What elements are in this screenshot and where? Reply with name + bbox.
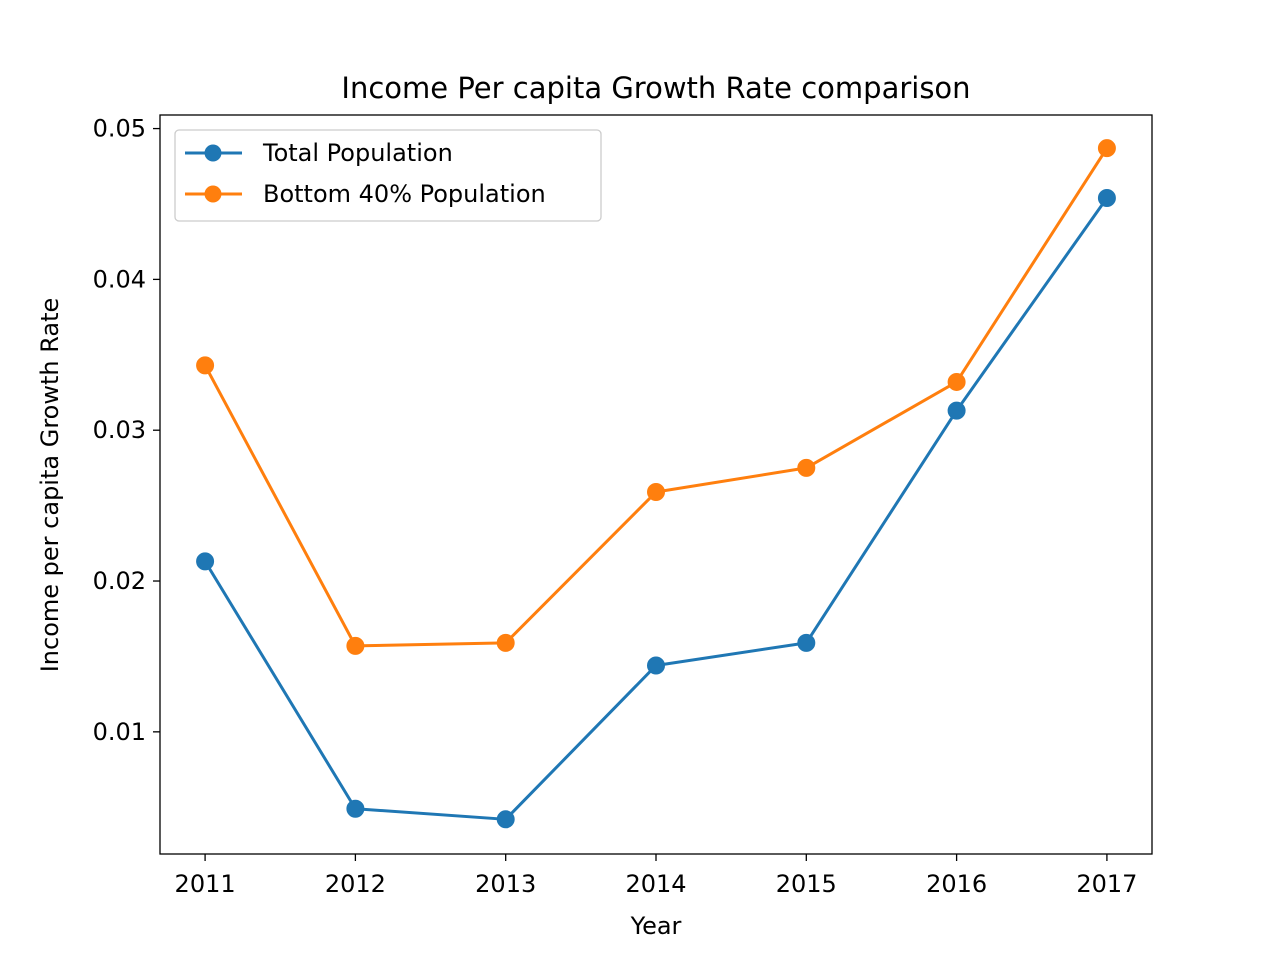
series-2-point: [196, 356, 215, 375]
legend-label: Bottom 40% Population: [263, 180, 546, 208]
y-tick-label: 0.02: [93, 567, 146, 595]
x-tick-label: 2011: [175, 870, 236, 898]
series-2-point: [346, 636, 365, 655]
legend-swatch-marker: [204, 185, 222, 203]
series-2-point: [496, 633, 515, 652]
series-2-point: [1097, 139, 1116, 158]
plot-area: 2011 2012 2013 2014 2015 2016 2017 0.01 0.02 0.03…: [93, 114, 1153, 898]
series-2-point: [797, 458, 816, 477]
x-tick-label: 2016: [926, 870, 987, 898]
legend: Total Population Bottom 40% Population: [174, 129, 602, 222]
x-tick-label: 2015: [776, 870, 837, 898]
legend-box: [174, 129, 602, 222]
series-1-point: [496, 810, 515, 829]
x-tick-label: 2014: [625, 870, 686, 898]
series-1-point: [1097, 188, 1116, 207]
y-tick-label: 0.04: [93, 265, 146, 293]
x-tick-label: 2017: [1076, 870, 1137, 898]
x-axis-label: Year: [630, 912, 682, 940]
legend-swatch-marker: [204, 144, 222, 162]
y-tick-label: 0.03: [93, 416, 146, 444]
legend-label: Total Population: [262, 139, 453, 167]
series-1-point: [797, 633, 816, 652]
y-tick-label: 0.01: [93, 718, 146, 746]
y-axis-label: Income per capita Growth Rate: [36, 298, 64, 673]
series-1-point: [346, 799, 365, 818]
chart-title: Income Per capita Growth Rate comparison: [341, 71, 970, 105]
series-1-point: [647, 656, 665, 675]
series-2-point: [947, 372, 966, 391]
x-tick-label: 2012: [325, 870, 386, 898]
series-1-point: [196, 552, 215, 571]
series-1-point: [947, 401, 966, 420]
x-tick-label: 2013: [475, 870, 536, 898]
y-tick-label: 0.05: [93, 115, 146, 143]
series-2-point: [647, 483, 665, 502]
